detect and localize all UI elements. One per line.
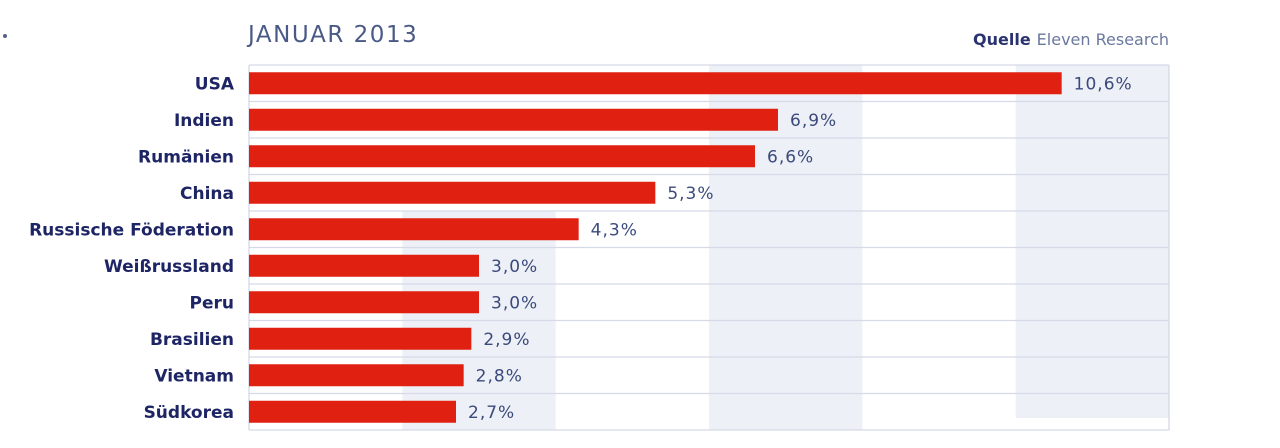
bar: [249, 327, 472, 350]
bar: [249, 72, 1062, 95]
source-note: Quelle Eleven Research: [973, 30, 1169, 49]
category-label: Weißrussland: [104, 257, 234, 277]
category-label: China: [180, 184, 234, 204]
value-label: 4,3%: [591, 220, 638, 240]
chart-title: JANUAR 2013: [248, 22, 419, 48]
value-label: 3,0%: [491, 257, 538, 277]
category-label: Südkorea: [144, 403, 234, 423]
category-label: Brasilien: [150, 330, 234, 350]
bar: [249, 108, 778, 131]
value-label: 10,6%: [1074, 74, 1133, 94]
category-label: Russische Föderation: [29, 220, 234, 240]
value-label: 2,9%: [483, 330, 530, 350]
source-label: Quelle: [973, 30, 1031, 49]
value-label: 2,8%: [476, 366, 523, 386]
value-label: 2,7%: [468, 403, 515, 423]
bar: [249, 218, 579, 241]
gridlines: [248, 64, 1170, 431]
source-value: Eleven Research: [1036, 30, 1169, 49]
value-label: 6,9%: [790, 111, 837, 131]
category-label: USA: [195, 74, 235, 94]
bars: [249, 72, 1062, 423]
bar: [249, 400, 456, 423]
value-label: 6,6%: [767, 147, 814, 167]
category-label: Indien: [174, 111, 234, 131]
background-band: [1015, 65, 1169, 418]
value-labels: 10,6% 6,9% 6,6% 5,3% 4,3% 3,0% 3,0% 2,9% 2,8% 2,7…: [468, 74, 1133, 423]
decorative-dot: [3, 34, 7, 38]
bar: [249, 254, 479, 277]
category-labels: USA Indien Rumänien China Russische Föderati…: [29, 74, 235, 423]
bar: [249, 364, 464, 387]
category-label: Rumänien: [138, 147, 234, 167]
value-label: 3,0%: [491, 293, 538, 313]
value-label: 5,3%: [667, 184, 714, 204]
category-label: Vietnam: [154, 366, 234, 386]
bar: [249, 145, 755, 168]
bar: [249, 291, 479, 314]
category-label: Peru: [190, 293, 234, 313]
bar: [249, 181, 656, 204]
